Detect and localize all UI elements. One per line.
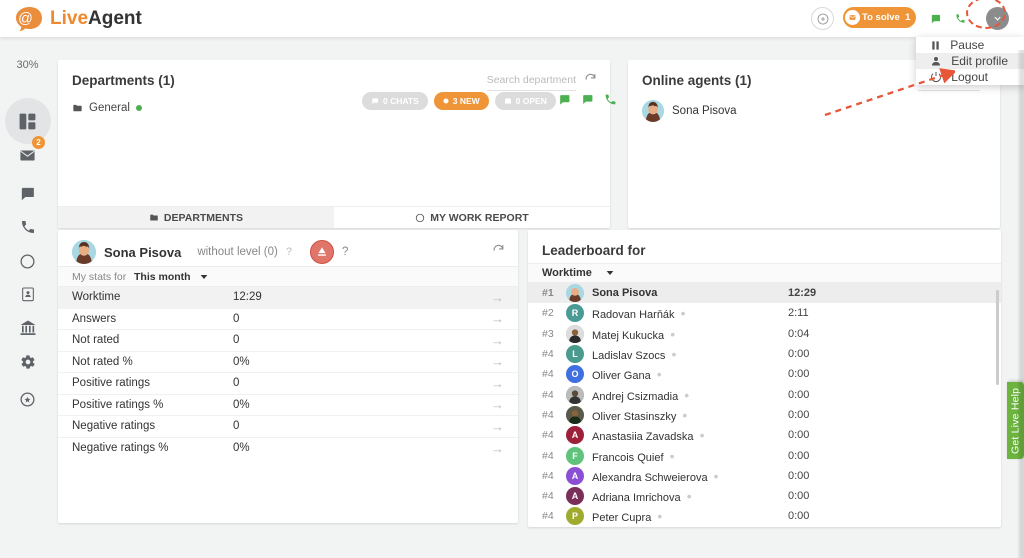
svg-text:@: @ — [18, 11, 33, 27]
